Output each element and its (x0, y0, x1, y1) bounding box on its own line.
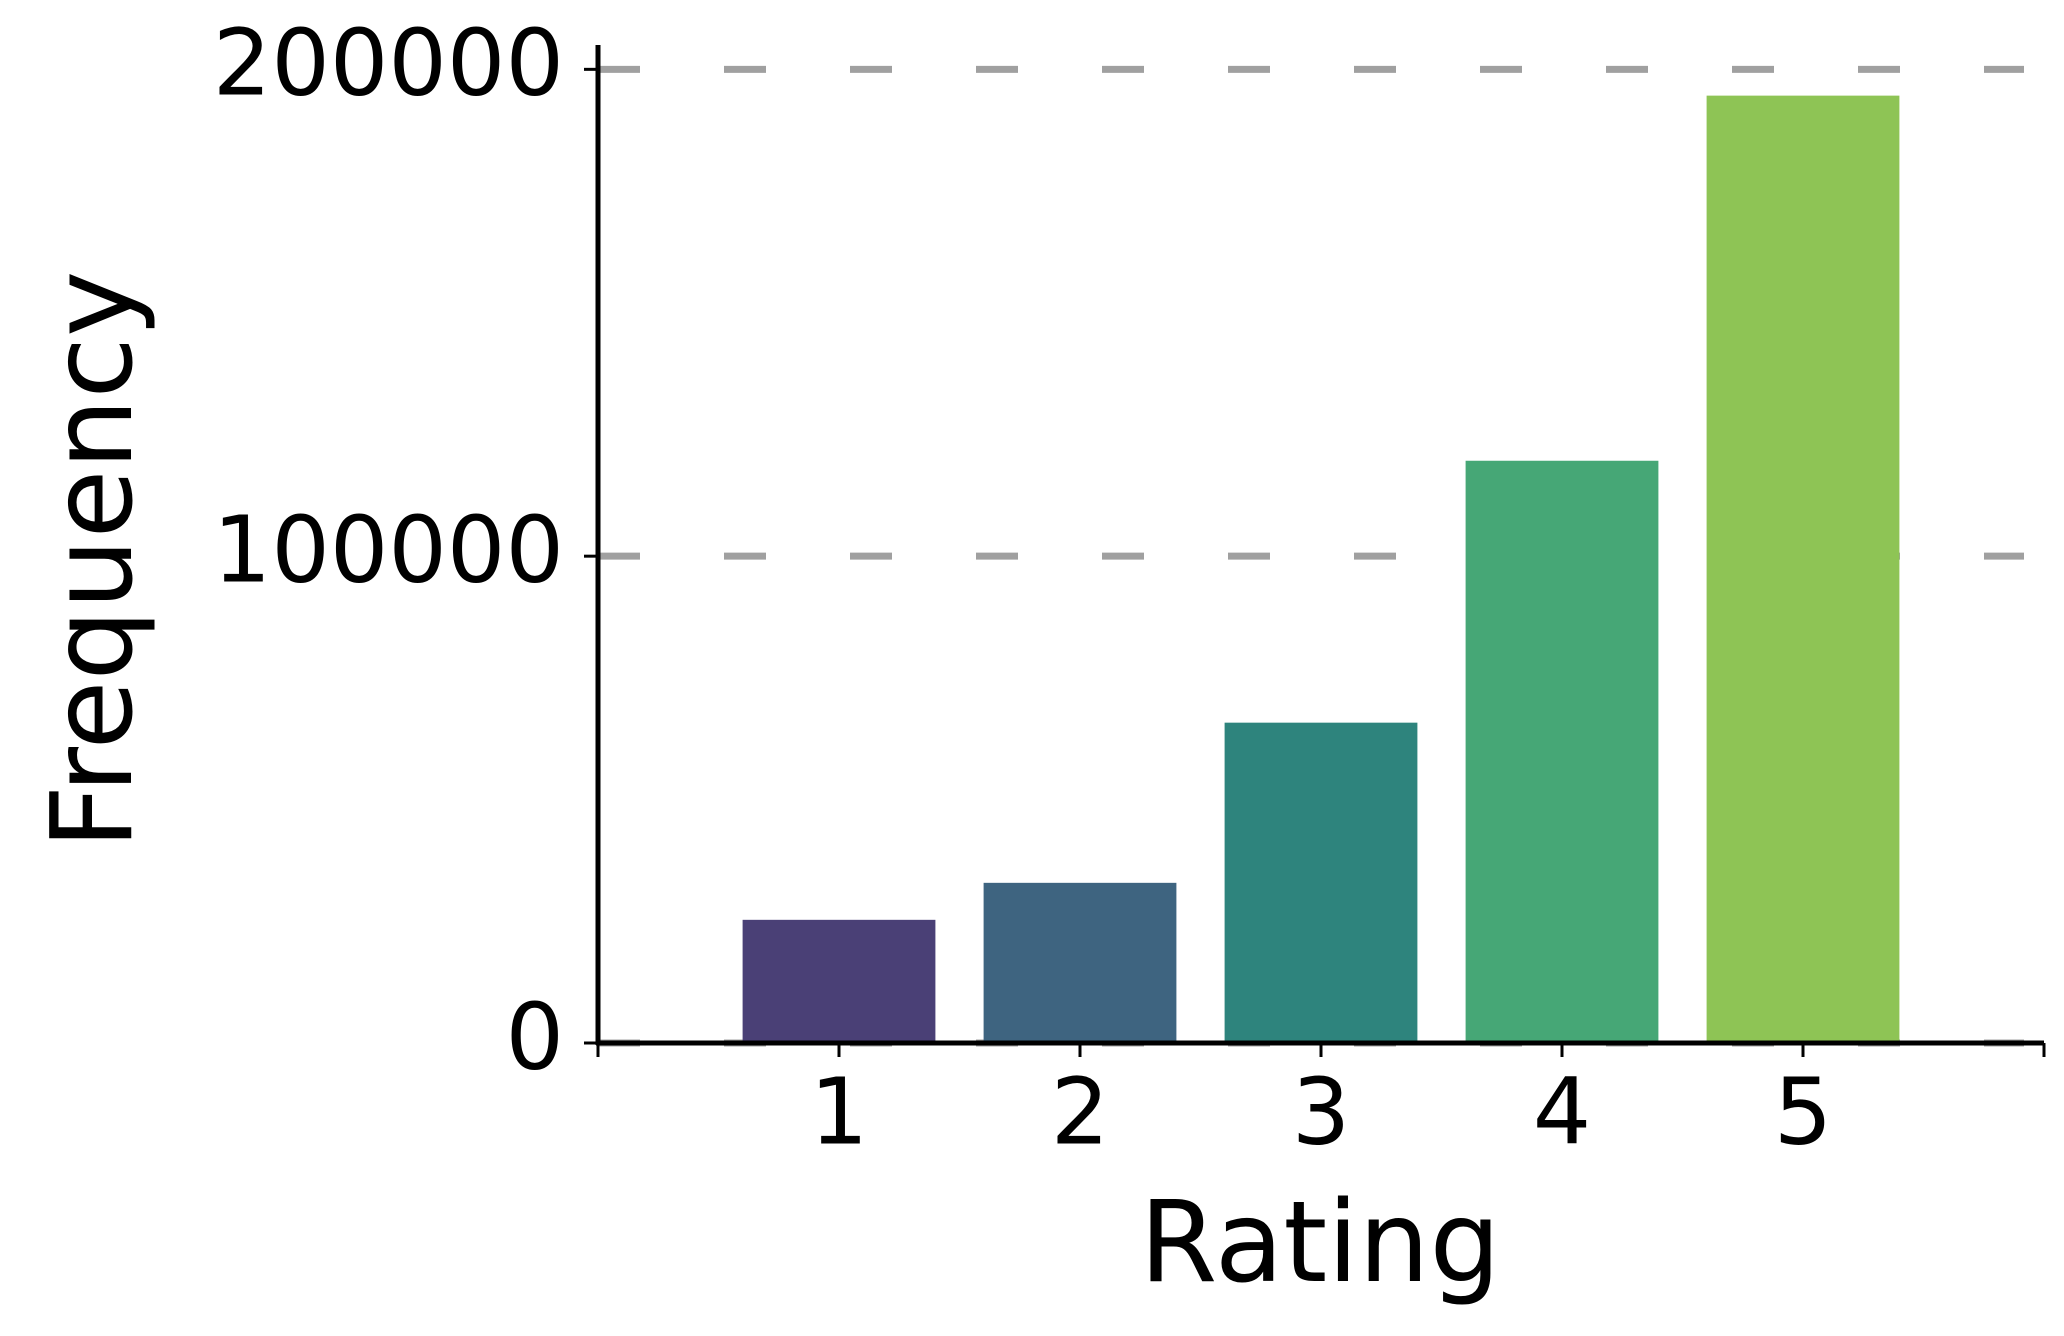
y-tick-label: 100000 (213, 497, 564, 604)
y-tick-label: 0 (505, 983, 564, 1090)
bar (742, 919, 936, 1043)
bar (1706, 95, 1900, 1043)
bar (983, 882, 1177, 1043)
x-tick-label: 5 (1774, 1058, 1833, 1165)
y-tick-label: 200000 (213, 10, 564, 117)
bar (1224, 722, 1418, 1043)
y-axis-label: Frequency (28, 271, 158, 850)
bar (1465, 460, 1659, 1043)
x-tick-label: 3 (1292, 1058, 1351, 1165)
x-tick-label: 4 (1533, 1058, 1592, 1165)
x-axis-label: Rating (1139, 1178, 1500, 1308)
x-tick-label: 2 (1051, 1058, 1110, 1165)
x-tick-label: 1 (810, 1058, 869, 1165)
